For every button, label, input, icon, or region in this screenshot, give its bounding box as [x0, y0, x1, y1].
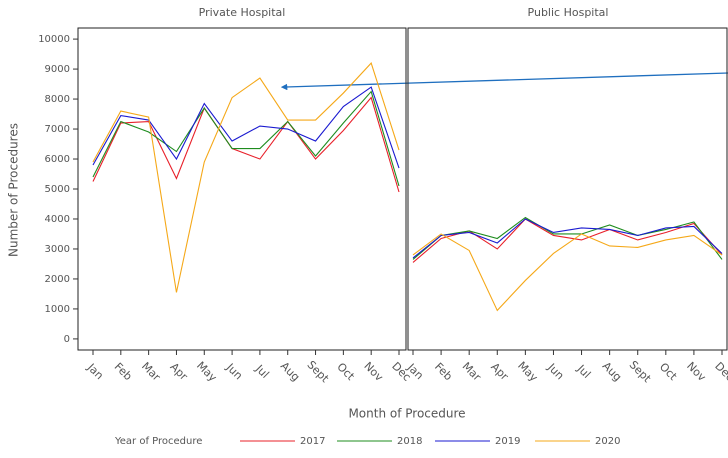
y-tick-label: 2000 — [45, 274, 70, 285]
y-tick-label: 10000 — [38, 34, 70, 45]
y-tick-label: 5000 — [45, 184, 70, 195]
x-tick-label: Nov — [361, 359, 386, 384]
x-tick-label: Mar — [460, 360, 484, 384]
y-tick-label: 7000 — [45, 124, 70, 135]
legend-label: 2020 — [595, 436, 620, 447]
series-line — [412, 233, 723, 312]
series-line — [412, 218, 723, 263]
x-tick-label: Aug — [600, 359, 624, 383]
y-tick-label: 1000 — [45, 304, 70, 315]
x-tick-label: Feb — [432, 360, 455, 383]
y-tick-label: 8000 — [45, 94, 70, 105]
legend-label: 2019 — [495, 436, 520, 447]
y-tick-label: 3000 — [45, 244, 70, 255]
x-tick-label: Sept — [627, 358, 654, 385]
x-tick-label: Feb — [112, 360, 135, 383]
x-tick-label: Mar — [139, 360, 163, 384]
x-tick-label: Jul — [252, 362, 271, 381]
y-tick-label: 0 — [64, 334, 70, 345]
legend-label: 2018 — [397, 436, 422, 447]
x-tick-label: Dec — [712, 360, 728, 384]
x-tick-label: Sept — [304, 358, 331, 385]
x-tick-label: Apr — [488, 360, 511, 383]
series-line — [92, 86, 400, 169]
x-tick-label: May — [515, 359, 541, 385]
panel-title: Private Hospital — [199, 6, 286, 19]
y-tick-label: 6000 — [45, 154, 70, 165]
legend-title: Year of Procedure — [114, 436, 202, 447]
series-line — [412, 218, 723, 259]
y-axis-label: Number of Procedures — [7, 123, 21, 257]
x-tick-label: Jul — [574, 362, 593, 381]
panel-frame — [77, 27, 407, 351]
x-tick-label: Nov — [684, 359, 709, 384]
panel-title: Public Hospital — [528, 6, 609, 19]
x-tick-label: Jun — [544, 360, 566, 382]
panel-frame — [407, 27, 728, 351]
x-axis-label: Month of Procedure — [348, 407, 465, 421]
x-tick-label: Oct — [657, 360, 680, 383]
y-tick-label: 9000 — [45, 64, 70, 75]
annotation-arrow — [280, 72, 728, 91]
x-tick-label: Apr — [167, 360, 190, 383]
x-tick-label: Jan — [84, 360, 106, 382]
y-tick-label: 4000 — [45, 214, 70, 225]
x-tick-label: May — [194, 359, 220, 385]
x-tick-label: Oct — [334, 360, 357, 383]
x-tick-label: Aug — [278, 359, 302, 383]
x-tick-label: Jun — [223, 360, 245, 382]
series-line — [92, 96, 400, 193]
legend-label: 2017 — [300, 436, 325, 447]
series-line — [92, 62, 400, 293]
series-line — [92, 90, 400, 187]
